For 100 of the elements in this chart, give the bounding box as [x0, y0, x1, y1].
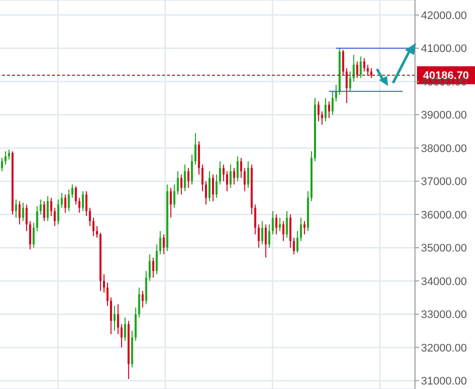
candlestick: [60, 192, 63, 208]
candlestick: [8, 149, 10, 160]
candlestick: [22, 202, 24, 222]
candlestick: [162, 234, 165, 255]
candlestick: [286, 210, 288, 238]
candlestick: [289, 214, 292, 248]
candlestick: [216, 174, 218, 198]
candlestick: [64, 194, 66, 214]
candlestick: [142, 290, 144, 308]
candlestick: [173, 184, 176, 208]
candlestick: [219, 160, 222, 186]
candlestick: [222, 164, 225, 182]
y-tick-label: 42000.00: [421, 10, 467, 22]
y-tick-label: 39000.00: [421, 110, 467, 122]
y-tick-label: 35000.00: [421, 242, 467, 255]
candlestick: [96, 226, 98, 238]
candlestick: [170, 187, 172, 218]
candlestick: [292, 237, 295, 255]
candlestick: [184, 164, 186, 192]
candlestick: [332, 90, 334, 116]
candlestick: [180, 174, 182, 195]
candlestick: [236, 156, 239, 182]
y-tick-label: 41000.00: [421, 43, 467, 56]
candlestick: [15, 198, 18, 218]
candlestick: [43, 200, 46, 222]
y-tick-label: 38000.00: [421, 142, 467, 155]
candlestick: [335, 84, 338, 102]
candlestick: [194, 132, 196, 166]
y-tick-label: 34000.00: [421, 276, 467, 288]
candlestick: [1, 157, 3, 172]
candlestick: [360, 56, 362, 79]
candlestick: [187, 167, 190, 188]
candlestick: [29, 220, 32, 250]
candlestick: [110, 297, 112, 335]
candlestick: [208, 170, 210, 202]
candlestick: [152, 257, 154, 278]
candlestick: [18, 200, 21, 225]
candlestick: [201, 164, 204, 192]
y-tick-label: 33000.00: [421, 309, 467, 322]
candlestick: [261, 220, 264, 245]
candlestick: [258, 224, 260, 248]
candlestick: [159, 230, 162, 255]
candlestick: [247, 160, 250, 188]
candlestick: [324, 98, 327, 122]
candlestick: [148, 254, 151, 282]
y-tick-label: 37000.00: [421, 176, 467, 188]
candlestick: [36, 206, 38, 232]
candlestick: [156, 244, 158, 275]
candlestick: [296, 230, 298, 254]
candlestick: [145, 270, 148, 305]
candlestick: [120, 324, 123, 348]
candlestick: [264, 224, 267, 258]
y-tick-label: 32000.00: [421, 342, 467, 354]
candlestick: [26, 204, 28, 232]
candlestick: [272, 210, 274, 235]
candlestick: [71, 184, 74, 198]
candlestick: [254, 204, 256, 235]
candlestick: [352, 54, 355, 82]
y-tick-label: 31000.00: [421, 376, 467, 388]
candlestick: [198, 140, 200, 176]
candlestick: [230, 164, 232, 188]
candlestick: [117, 304, 120, 335]
candlestick: [106, 282, 109, 306]
candlestick: [88, 207, 91, 227]
candlestick: [204, 180, 207, 205]
candlestick: [138, 287, 140, 318]
candlestick: [349, 70, 352, 92]
candlestick: [212, 174, 214, 202]
candlestick: [54, 207, 56, 227]
candlestick: [102, 274, 105, 294]
candlestick: [233, 167, 236, 186]
candlestick: [74, 186, 77, 205]
candlestick: [176, 170, 179, 195]
candlestick: [268, 224, 270, 248]
candlestick: [275, 214, 278, 235]
candlestick: [85, 190, 88, 217]
candlestick: [240, 157, 242, 178]
candlestick: [321, 110, 324, 126]
candlestick: [82, 190, 84, 212]
candlestick: [46, 196, 49, 222]
candlestick: [328, 100, 330, 119]
candlestick: [68, 189, 70, 212]
candlestick: [4, 150, 7, 166]
candlestick: [282, 220, 284, 242]
candlestick: [190, 154, 193, 186]
candlestick: [57, 198, 60, 225]
candlestick: [318, 100, 320, 122]
candlestick: [244, 167, 246, 192]
candlestick: [78, 197, 80, 214]
candlestick: [300, 217, 302, 242]
candlestick: [50, 197, 52, 217]
candlestick: [363, 58, 366, 72]
candlestick: [134, 307, 137, 342]
candlestick: [124, 317, 126, 342]
candlestick: [226, 170, 228, 192]
candlestick: [92, 217, 94, 237]
y-tick-label: 36000.00: [421, 209, 467, 222]
candlestick: [40, 198, 42, 215]
candlestick: [32, 222, 35, 248]
candlestick: [114, 305, 116, 332]
